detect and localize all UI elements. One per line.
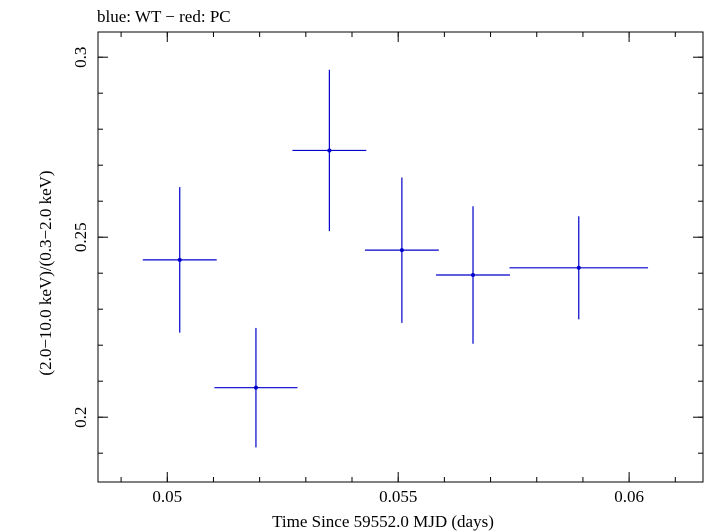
data-point xyxy=(142,187,217,333)
point-marker xyxy=(399,248,404,253)
point-marker xyxy=(576,265,581,270)
point-marker xyxy=(253,385,258,390)
point-marker xyxy=(327,148,332,153)
x-tick-label: 0.055 xyxy=(379,487,417,506)
data-point xyxy=(364,177,439,323)
y-tick-label: 0.3 xyxy=(71,47,90,68)
x-tick-label: 0.05 xyxy=(152,487,182,506)
data-point xyxy=(436,206,510,344)
axes: 0.05 0.055 0.06 0.2 0.25 0.3 xyxy=(71,32,703,506)
data-marks xyxy=(142,69,649,448)
y-tick-label: 0.2 xyxy=(71,407,90,428)
plot-frame xyxy=(97,31,704,483)
point-marker xyxy=(471,273,476,277)
point-marker xyxy=(177,257,182,262)
chart-title: blue: WT − red: PC xyxy=(97,7,231,26)
data-point xyxy=(292,69,367,232)
y-axis-label: (2.0−10.0 keV)/(0.3−2.0 keV) xyxy=(36,170,55,375)
y-tick-label: 0.25 xyxy=(71,222,90,252)
data-point xyxy=(214,327,298,448)
data-point xyxy=(509,216,649,320)
x-tick-label: 0.06 xyxy=(614,487,644,506)
x-axis-label: Time Since 59552.0 MJD (days) xyxy=(272,512,494,531)
